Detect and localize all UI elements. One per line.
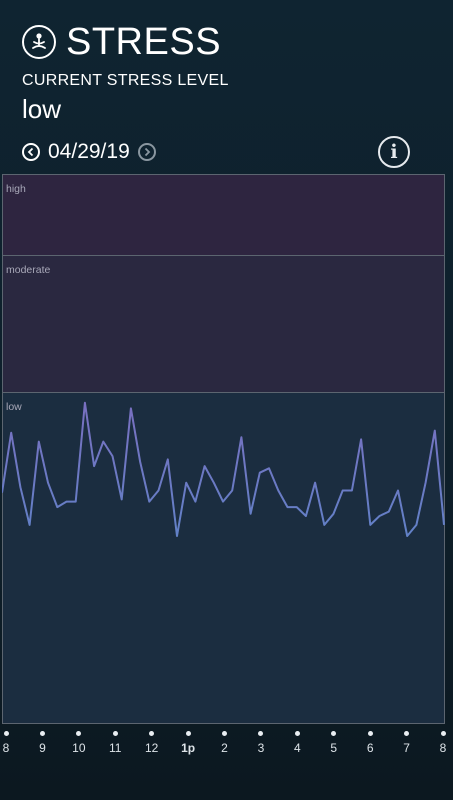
next-day-button[interactable] bbox=[137, 143, 156, 161]
x-tick-label: 8 bbox=[2, 741, 10, 755]
chevron-left-icon bbox=[27, 147, 34, 157]
x-tick-label: 11 bbox=[109, 741, 122, 755]
x-tick-label: 3 bbox=[257, 741, 265, 755]
header: STRESS CURRENT STRESS LEVEL low 04/29/19… bbox=[0, 0, 453, 175]
zone-low: low bbox=[2, 392, 445, 724]
x-tick-label: 10 bbox=[72, 741, 86, 755]
x-tick-label: 9 bbox=[39, 741, 46, 755]
info-button[interactable]: i bbox=[378, 136, 410, 168]
stress-series-line bbox=[2, 401, 445, 537]
previous-day-button[interactable] bbox=[22, 143, 40, 161]
stress-chart: high moderate low bbox=[2, 174, 445, 724]
x-tick-label: 12 bbox=[144, 741, 159, 755]
x-tick-dot bbox=[258, 731, 264, 736]
x-tick-dot bbox=[149, 731, 155, 736]
x-tick-label: 4 bbox=[293, 741, 301, 755]
x-tick-dot bbox=[76, 731, 82, 736]
meditation-icon bbox=[22, 25, 56, 59]
page-title: STRESS bbox=[66, 21, 222, 63]
date-label: 04/29/19 bbox=[48, 140, 130, 163]
current-stress-label: CURRENT STRESS LEVEL bbox=[22, 72, 229, 89]
zone-high: high bbox=[2, 174, 445, 257]
x-tick-label: 1p bbox=[181, 741, 196, 755]
x-tick-dot bbox=[3, 731, 9, 736]
x-tick-dot bbox=[294, 731, 300, 736]
x-tick-dot bbox=[185, 731, 191, 736]
date-navigator: 04/29/19 bbox=[22, 140, 156, 164]
x-tick-dot bbox=[112, 731, 118, 736]
x-tick-label: 5 bbox=[330, 741, 338, 755]
zone-label-moderate: moderate bbox=[6, 264, 51, 276]
x-tick-dot bbox=[39, 731, 45, 736]
x-tick-dot bbox=[440, 731, 446, 736]
zone-label-low: low bbox=[6, 401, 22, 413]
stress-line-plot bbox=[2, 401, 445, 537]
x-tick-label: 6 bbox=[366, 741, 374, 755]
x-tick-label: 8 bbox=[439, 741, 447, 755]
x-tick-dot bbox=[404, 731, 410, 736]
title-row: STRESS bbox=[22, 22, 221, 62]
info-icon: i bbox=[390, 141, 398, 163]
zone-label-high: high bbox=[6, 183, 26, 195]
chevron-right-icon bbox=[144, 147, 151, 157]
x-tick-dot bbox=[222, 731, 227, 736]
x-tick-dot bbox=[331, 731, 337, 736]
x-tick-dot bbox=[367, 731, 373, 736]
stress-level-value: low bbox=[22, 94, 62, 124]
x-tick-label: 2 bbox=[221, 741, 228, 755]
zone-moderate: moderate bbox=[2, 255, 445, 394]
x-tick-label: 7 bbox=[403, 741, 410, 755]
x-axis: 8 9 10 11 12 1p 2 3 4 5 6 7 8 bbox=[0, 727, 453, 762]
